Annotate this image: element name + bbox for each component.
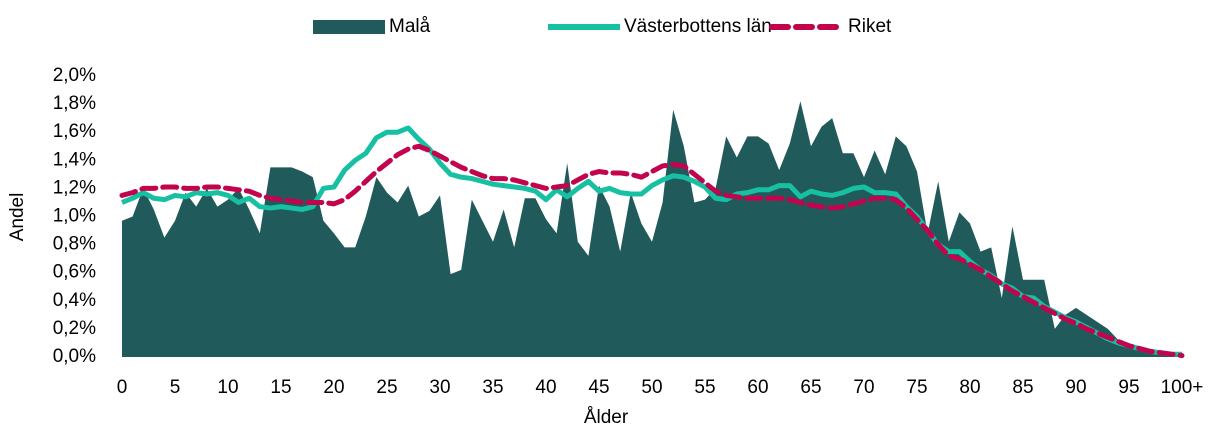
x-tick-label: 45 xyxy=(588,377,609,398)
x-tick-label: 70 xyxy=(853,377,874,398)
y-axis-title: Andel xyxy=(7,193,28,242)
x-tick-label: 100+ xyxy=(1161,377,1204,398)
x-tick-label: 75 xyxy=(906,377,927,398)
y-tick-label: 0,2% xyxy=(53,318,96,339)
x-tick-label: 90 xyxy=(1065,377,1086,398)
x-tick-label: 80 xyxy=(959,377,980,398)
y-tick-label: 1,8% xyxy=(53,93,96,114)
y-tick-label: 1,0% xyxy=(53,206,96,227)
legend-label: Malå xyxy=(389,16,431,37)
area xyxy=(122,101,1182,357)
x-tick-label: 20 xyxy=(323,377,344,398)
x-tick-label: 60 xyxy=(747,377,768,398)
x-tick-label: 10 xyxy=(217,377,238,398)
y-tick-label: 1,2% xyxy=(53,177,96,198)
x-tick-label: 0 xyxy=(117,377,128,398)
x-tick-label: 25 xyxy=(376,377,397,398)
y-tick-label: 1,4% xyxy=(53,149,96,170)
x-tick-label: 15 xyxy=(270,377,291,398)
legend-swatch xyxy=(313,20,385,34)
x-tick-label: 30 xyxy=(429,377,450,398)
y-tick-label: 0,0% xyxy=(53,346,96,367)
legend-label: Riket xyxy=(848,16,892,37)
y-tick-label: 2,0% xyxy=(53,65,96,86)
x-tick-label: 35 xyxy=(482,377,503,398)
x-tick-label: 85 xyxy=(1012,377,1033,398)
y-tick-label: 0,6% xyxy=(53,262,96,283)
x-tick-label: 65 xyxy=(800,377,821,398)
x-tick-label: 40 xyxy=(535,377,556,398)
x-tick-label: 55 xyxy=(694,377,715,398)
y-tick-label: 1,6% xyxy=(53,121,96,142)
legend-label: Västerbottens län xyxy=(624,16,772,37)
x-tick-label: 50 xyxy=(641,377,662,398)
y-tick-label: 0,4% xyxy=(53,290,96,311)
x-tick-label: 5 xyxy=(170,377,181,398)
x-tick-label: 95 xyxy=(1118,377,1139,398)
x-axis-title: Ålder xyxy=(584,407,629,428)
y-tick-label: 0,8% xyxy=(53,234,96,255)
line xyxy=(119,143,1185,359)
